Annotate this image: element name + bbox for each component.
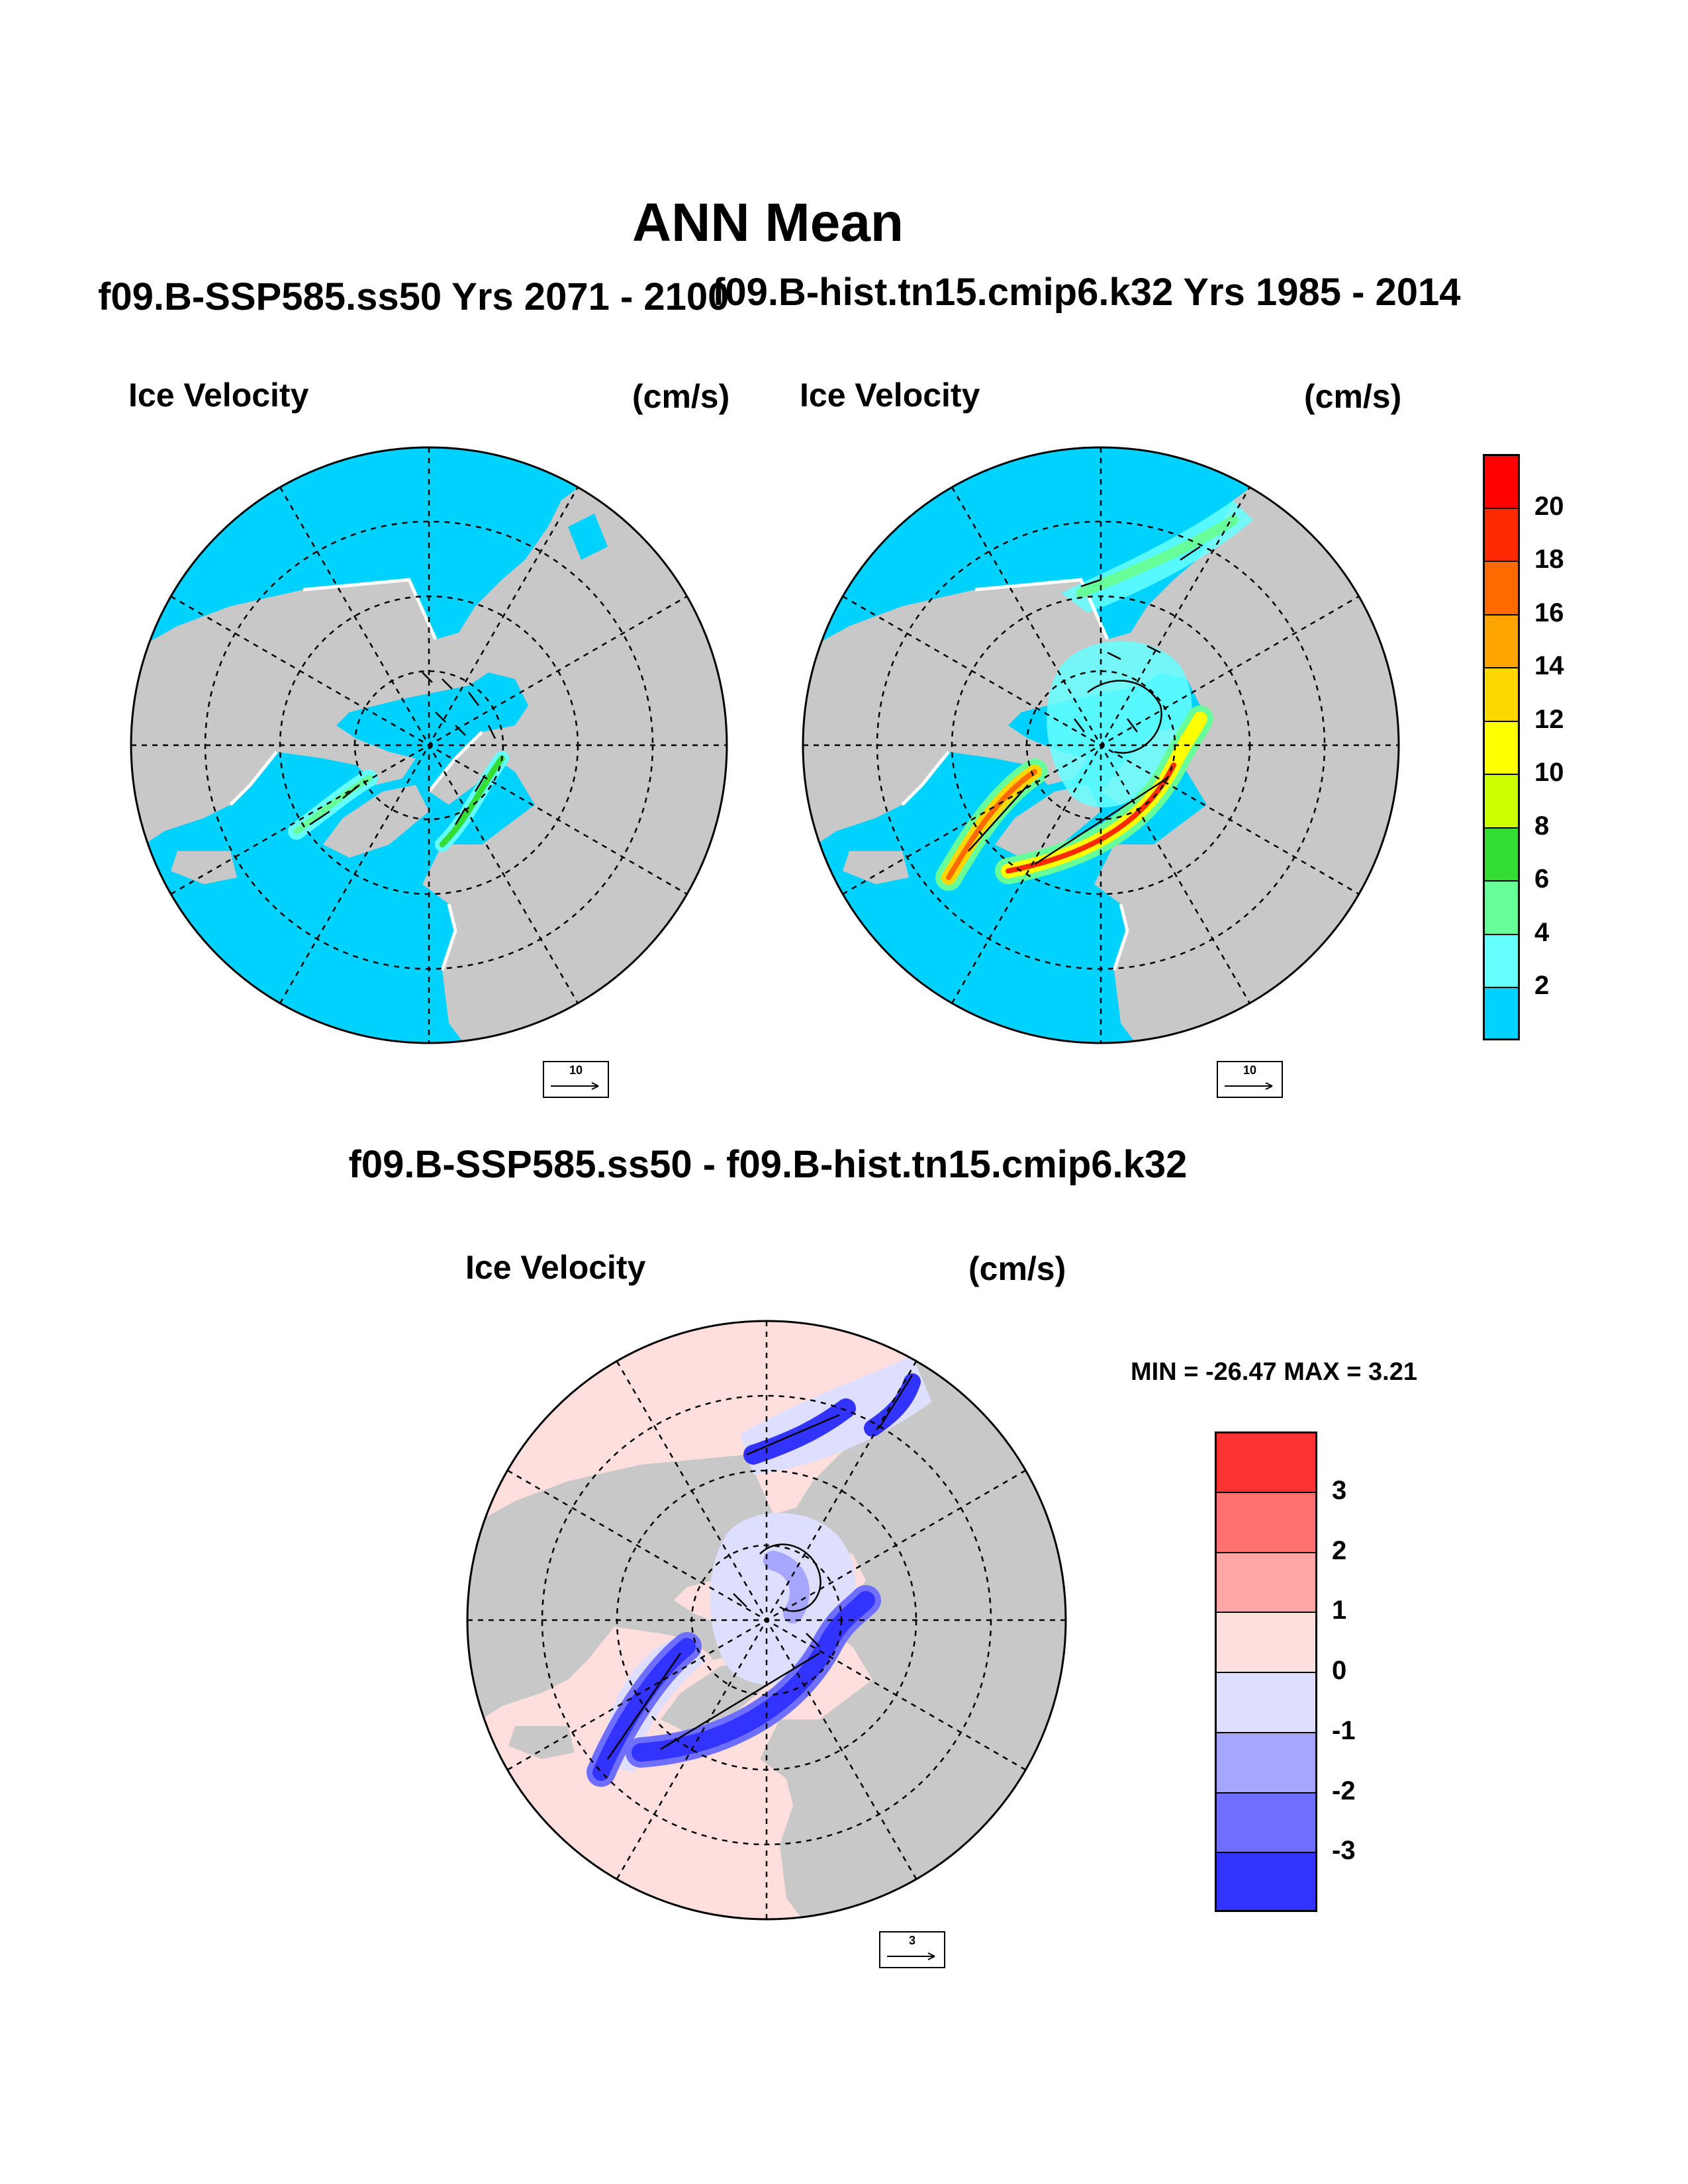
difference-vectors bbox=[606, 1375, 914, 1760]
velocity-colorbar-segment bbox=[1483, 507, 1520, 561]
coastline-highlights bbox=[901, 578, 1129, 971]
ssp585-reference-vector: 10 bbox=[543, 1061, 609, 1098]
difference-reference-vector: 3 bbox=[879, 1931, 945, 1968]
velocity-colorbar-tick-label: 18 bbox=[1534, 545, 1564, 574]
difference-colorbar-segment bbox=[1215, 1491, 1317, 1552]
velocity-colorbar-tick-label: 6 bbox=[1534, 864, 1550, 894]
velocity-colorbar-frame bbox=[1483, 454, 1520, 1040]
left-panel-title: f09.B-SSP585.ss50 Yrs 2071 - 2100 bbox=[98, 275, 729, 318]
velocity-colorbar-segment bbox=[1483, 720, 1520, 774]
velocity-colorbar-segment bbox=[1483, 667, 1520, 721]
left-variable-label: Ice Velocity bbox=[128, 377, 309, 414]
velocity-colorbar-tick-label: 2 bbox=[1534, 971, 1550, 1001]
difference-colorbar-segment bbox=[1215, 1731, 1317, 1792]
velocity-colorbar-segment bbox=[1483, 933, 1520, 987]
difference-min-max: MIN = -26.47 MAX = 3.21 bbox=[1131, 1358, 1417, 1386]
difference-title: f09.B-SSP585.ss50 - f09.B-hist.tn15.cmip… bbox=[348, 1143, 1188, 1186]
velocity-colorbar-tick-label: 14 bbox=[1534, 651, 1564, 681]
ssp585-ice-velocity-map bbox=[130, 446, 728, 1044]
difference-colorbar-segment bbox=[1215, 1672, 1317, 1732]
difference-units-label: (cm/s) bbox=[968, 1250, 1066, 1287]
velocity-colorbar-tick-label: 8 bbox=[1534, 811, 1550, 841]
difference-colorbar-tick-label: 0 bbox=[1332, 1656, 1347, 1685]
velocity-colorbar-segment bbox=[1483, 561, 1520, 614]
difference-colorbar-segment bbox=[1215, 1852, 1317, 1912]
velocity-colorbar-tick-label: 10 bbox=[1534, 758, 1564, 788]
hist-reference-vector: 10 bbox=[1217, 1061, 1283, 1098]
difference-colorbar-tick-label: -3 bbox=[1332, 1836, 1356, 1866]
velocity-colorbar-tick-label: 16 bbox=[1534, 598, 1564, 627]
right-panel-title: f09.B-hist.tn15.cmip6.k32 Yrs 1985 - 201… bbox=[712, 271, 1461, 314]
difference-reference-vector-label: 3 bbox=[908, 1934, 915, 1947]
ssp585-reference-vector-label: 10 bbox=[569, 1064, 583, 1077]
velocity-colorbar-tick-label: 20 bbox=[1534, 491, 1564, 521]
left-units-label: (cm/s) bbox=[632, 378, 730, 415]
velocity-colorbar-segment bbox=[1483, 880, 1520, 934]
coastline-highlights bbox=[229, 578, 483, 971]
difference-colorbar-tick-label: 3 bbox=[1332, 1475, 1347, 1505]
right-variable-label: Ice Velocity bbox=[800, 377, 980, 414]
velocity-colorbar-segment bbox=[1483, 614, 1520, 668]
difference-ice-velocity-map bbox=[466, 1320, 1067, 1921]
difference-colorbar-tick-label: -1 bbox=[1332, 1715, 1356, 1745]
velocity-colorbar-segment bbox=[1483, 987, 1520, 1040]
difference-colorbar-segment bbox=[1215, 1612, 1317, 1672]
velocity-colorbar bbox=[1483, 454, 1520, 1040]
difference-colorbar-tick-label: -2 bbox=[1332, 1776, 1356, 1805]
velocity-colorbar-segment bbox=[1483, 827, 1520, 881]
difference-colorbar-segment bbox=[1215, 1792, 1317, 1852]
velocity-colorbar-tick-label: 4 bbox=[1534, 917, 1550, 947]
difference-colorbar-tick-label: 1 bbox=[1332, 1596, 1347, 1625]
graticule bbox=[131, 447, 727, 1043]
velocity-colorbar-tick-label: 12 bbox=[1534, 704, 1564, 734]
hist-ice-velocity-map bbox=[802, 446, 1400, 1044]
land-masses bbox=[131, 480, 727, 1043]
difference-colorbar-frame bbox=[1215, 1432, 1317, 1912]
difference-colorbar-segment bbox=[1215, 1551, 1317, 1612]
main-title: ANN Mean bbox=[632, 193, 904, 253]
difference-variable-label: Ice Velocity bbox=[465, 1249, 646, 1286]
difference-colorbar bbox=[1215, 1432, 1317, 1912]
right-units-label: (cm/s) bbox=[1304, 378, 1402, 415]
difference-colorbar-tick-label: 2 bbox=[1332, 1535, 1347, 1565]
hist-reference-vector-label: 10 bbox=[1243, 1064, 1257, 1077]
high-velocity-streams bbox=[935, 515, 1239, 891]
velocity-colorbar-segment bbox=[1483, 774, 1520, 827]
